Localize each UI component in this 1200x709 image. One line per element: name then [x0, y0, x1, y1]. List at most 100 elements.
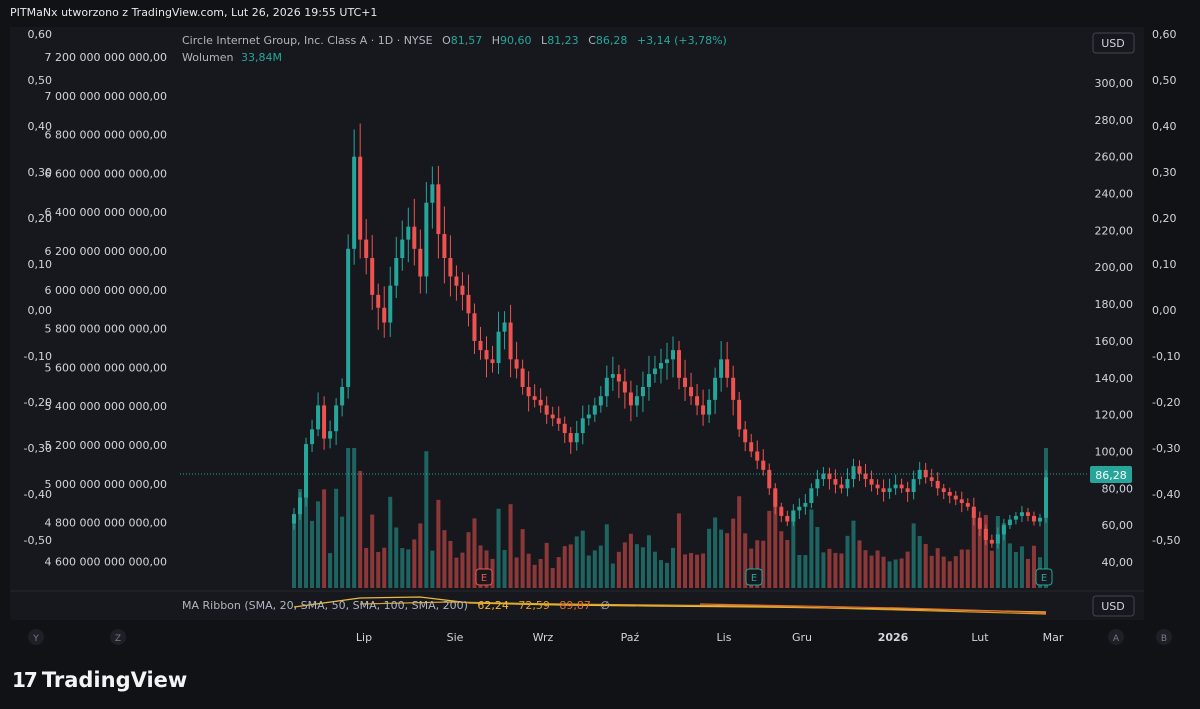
candle-body [1013, 515, 1018, 520]
candle-body [538, 399, 543, 406]
volume-bar [737, 496, 742, 588]
outer-right-tick-label: 0,60 [1152, 28, 1177, 41]
inner-left-tick-label: 5 400 000 000 000,00 [45, 400, 167, 413]
volume-bar [971, 516, 976, 588]
volume-bar [382, 547, 387, 588]
price-tick-label: 240,00 [1095, 188, 1134, 201]
candle-body [1007, 519, 1012, 526]
candle-body [905, 488, 910, 492]
earnings-marker-box[interactable] [1035, 568, 1053, 586]
candle-body [749, 442, 754, 452]
candle-body [713, 377, 718, 400]
candle-body [628, 392, 633, 406]
volume-bar [322, 489, 327, 588]
candle-body [664, 359, 669, 364]
candle-body [634, 396, 639, 406]
corner-button-z-bg[interactable] [110, 629, 126, 645]
volume-bar [556, 557, 561, 588]
outer-right-tick-label: 0,30 [1152, 166, 1177, 179]
currency-button-bottom[interactable]: USD [1101, 600, 1125, 613]
candle-body [797, 506, 802, 511]
candle-body [917, 469, 922, 480]
corner-button-z[interactable]: Z [115, 634, 121, 644]
candle-body [947, 491, 952, 496]
candle-body [304, 444, 309, 498]
corner-button-b[interactable]: B [1161, 634, 1167, 644]
candle-body [851, 466, 856, 480]
corner-button-a[interactable]: A [1113, 634, 1120, 644]
volume-bar [725, 533, 730, 588]
volume-bar [761, 540, 766, 588]
volume-bar [941, 556, 946, 588]
earnings-marker: E [751, 573, 757, 584]
volume-bar [370, 514, 375, 588]
candle-body [965, 503, 970, 507]
volume-bar [586, 555, 591, 588]
candle-body [725, 359, 730, 378]
legend-l-label: L [541, 34, 548, 47]
price-tick-label: 280,00 [1095, 114, 1134, 127]
volume-bar [496, 508, 501, 588]
volume-bar [833, 552, 838, 588]
indicator-pane[interactable] [10, 592, 1144, 620]
candle-body [442, 234, 447, 259]
x-tick-label: Paź [621, 631, 640, 644]
earnings-marker-box[interactable] [745, 568, 763, 586]
volume-bar [334, 488, 339, 588]
chart-caption: PITMaNx utworzono z TradingView.com, Lut… [10, 6, 378, 19]
candle-body [454, 276, 459, 286]
price-tick-label: 260,00 [1095, 151, 1134, 164]
inner-left-tick-label: 4 600 000 000 000,00 [45, 555, 167, 568]
corner-button-y-bg[interactable] [28, 629, 44, 645]
candle-body [701, 405, 706, 415]
inner-left-tick-label: 6 200 000 000 000,00 [45, 245, 167, 258]
candle-body [394, 258, 399, 286]
earnings-marker-box[interactable] [475, 568, 493, 586]
currency-button-bottom-box[interactable] [1092, 595, 1135, 617]
corner-button-y[interactable]: Y [32, 634, 39, 644]
outer-right-tick-label: 0,50 [1152, 74, 1177, 87]
candle-body [556, 418, 561, 424]
volume-bar [929, 555, 934, 588]
volume-bar [544, 542, 549, 588]
indicator-v1: 62,24 [477, 599, 509, 612]
volume-bar [713, 517, 718, 588]
currency-button-top-box[interactable] [1092, 32, 1135, 54]
volume-bar [520, 529, 525, 588]
volume-bar [592, 550, 597, 588]
volume-bar [803, 555, 808, 588]
volume-bar [899, 558, 904, 588]
volume-bar [935, 548, 940, 588]
candle-body [839, 484, 844, 489]
candle-body [803, 503, 808, 507]
currency-button-top[interactable]: USD [1101, 37, 1125, 50]
price-tag-box [1090, 466, 1132, 483]
candle-body [496, 331, 501, 364]
volume-bar [977, 521, 982, 588]
corner-button-b-bg[interactable] [1156, 629, 1172, 645]
legend-c-value: 86,28 [596, 34, 628, 47]
inner-left-tick-label: 6 600 000 000 000,00 [45, 167, 167, 180]
legend-h-value: 90,60 [500, 34, 532, 47]
volume-bar [604, 524, 609, 588]
candle-body [484, 350, 489, 360]
x-tick-label: Lip [356, 631, 372, 644]
volume-bar [304, 448, 309, 588]
candle-body [298, 497, 303, 515]
x-tick-label: Gru [792, 631, 812, 644]
candle-body [520, 368, 525, 387]
candle-body [328, 431, 333, 439]
volume-bar [791, 511, 796, 588]
volume-bar [454, 557, 459, 588]
price-tick-label: 220,00 [1095, 224, 1134, 237]
corner-button-a-bg[interactable] [1108, 629, 1124, 645]
volume-bar [731, 518, 736, 588]
candle-body [689, 386, 694, 397]
legend-volume-label: Wolumen [182, 51, 233, 64]
volume-bar [568, 544, 573, 588]
tradingview-logo-icon: 17 [12, 668, 38, 692]
candle-body [887, 488, 892, 492]
candle-body [899, 484, 904, 489]
volume-bar [983, 515, 988, 588]
